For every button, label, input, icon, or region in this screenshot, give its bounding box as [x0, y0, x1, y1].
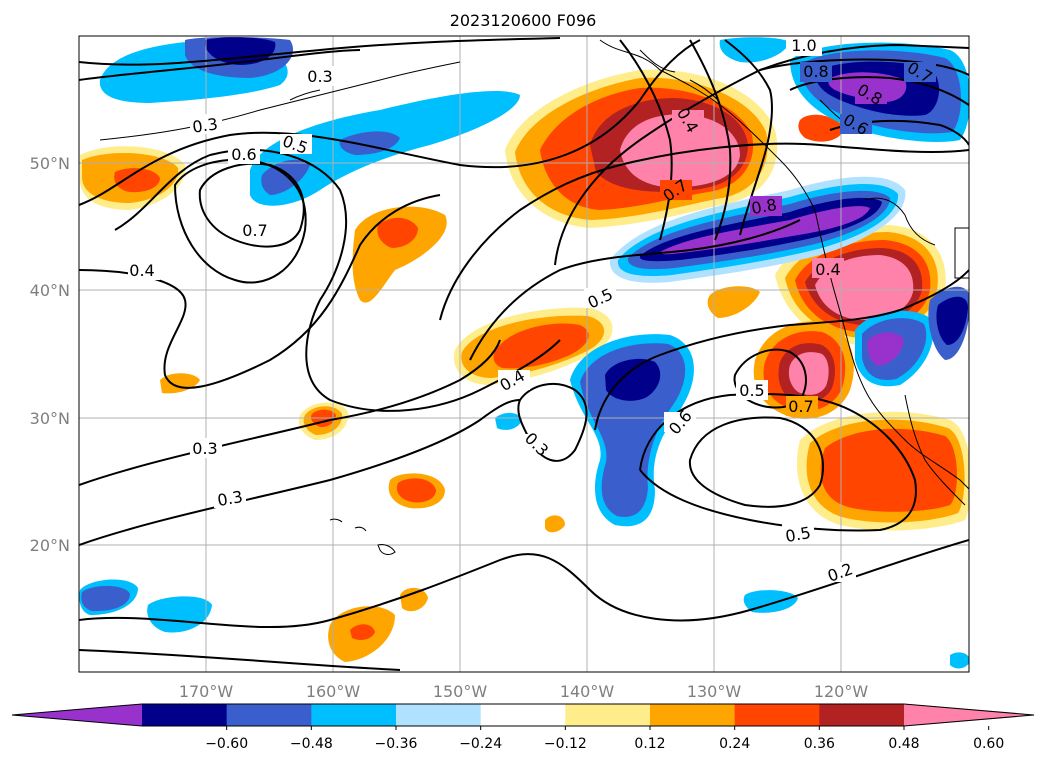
colorbar-tick-label: −0.60 [205, 736, 248, 752]
colorbar-tick-label: −0.24 [459, 736, 502, 752]
lon-tick-label: 160°W [306, 682, 361, 701]
colorbar-tick-label: 0.60 [973, 736, 1004, 752]
colorbar-tick-label: −0.48 [290, 736, 333, 752]
contour-label: 0.5 [784, 523, 812, 546]
lat-tick-label: 30°N [30, 409, 70, 428]
lat-axis: 50°N 40°N 30°N 20°N [30, 154, 70, 555]
colorbar-swatch [480, 704, 566, 726]
colorbar-tick-label: 0.24 [719, 736, 750, 752]
lon-tick-label: 140°W [560, 682, 615, 701]
colorbar-tick-label: −0.12 [544, 736, 587, 752]
map-title: 2023120600 F096 [450, 11, 597, 30]
lon-tick-label: 130°W [687, 682, 742, 701]
colorbar-swatch [311, 704, 397, 726]
lon-axis: 170°W 160°W 150°W 140°W 130°W 120°W [179, 682, 869, 701]
contour-label: 0.3 [191, 114, 219, 136]
contour-label: 0.3 [192, 439, 217, 458]
contour-label: 0.8 [750, 195, 778, 218]
lon-tick-label: 150°W [433, 682, 488, 701]
contour-label: 0.6 [231, 145, 256, 164]
colorbar-swatch [396, 704, 482, 726]
lat-tick-label: 40°N [30, 281, 70, 300]
colorbar-swatch [819, 704, 905, 726]
map-frame [78, 35, 970, 673]
contour-label: 0.7 [788, 397, 813, 416]
contour-label: 0.4 [815, 260, 840, 279]
colorbar-tick-label: 0.48 [888, 736, 919, 752]
contour-label: 0.3 [216, 487, 244, 510]
colorbar-swatch [142, 704, 228, 726]
colorbar-swatch [734, 704, 820, 726]
map-area: 0.4 0.3 0.3 0.6 0.5 0.7 0.4 0.3 0.3 0.5 … [79, 36, 969, 672]
colorbar-swatch [226, 704, 312, 726]
colorbar-swatch [565, 704, 651, 726]
lat-tick-label: 20°N [30, 536, 70, 555]
lat-tick-label: 50°N [30, 154, 70, 173]
colorbar-tick-label: 0.12 [634, 736, 665, 752]
contour-label: 0.5 [739, 381, 764, 400]
contour-label: 1.0 [791, 36, 816, 55]
lon-tick-label: 120°W [814, 682, 869, 701]
lon-tick-label: 170°W [179, 682, 234, 701]
contour-label: 0.7 [242, 221, 267, 240]
colorbar-extend-low [12, 704, 142, 726]
colorbar-swatch [650, 704, 736, 726]
colorbar-tick-label: 0.36 [804, 736, 835, 752]
contour-label: 0.3 [307, 67, 332, 86]
colorbar-outline [11, 703, 1035, 727]
graticule [79, 36, 969, 672]
colorbar: −0.60 −0.48 −0.36 −0.24 −0.12 0.12 0.24 0.36 0.4… [11, 703, 1035, 752]
colorbar-extend-high [904, 704, 1034, 726]
coastlines [99, 39, 969, 555]
contour-label: 0.4 [129, 261, 154, 280]
contours [79, 37, 969, 671]
colorbar-tick-label: −0.36 [375, 736, 418, 752]
contour-label: 0.8 [803, 62, 828, 81]
